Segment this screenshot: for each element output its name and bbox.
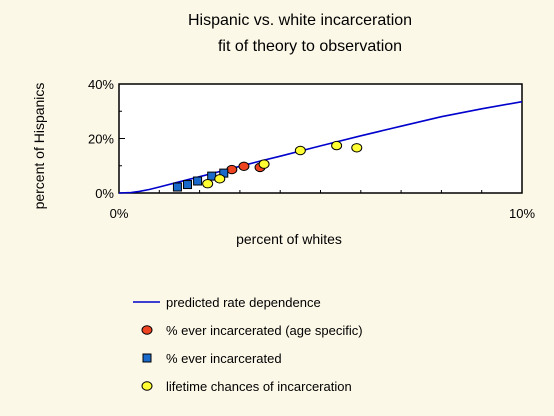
data-point-circle bbox=[238, 161, 250, 171]
x-tick-label: 0% bbox=[110, 206, 129, 221]
y-tick-label: 0% bbox=[95, 186, 114, 201]
y-tick-label: 20% bbox=[88, 132, 114, 147]
chart-title: Hispanic vs. white incarceration fit of … bbox=[188, 12, 412, 55]
data-point-circle bbox=[294, 145, 306, 156]
legend-circle-swatch bbox=[141, 381, 153, 391]
y-tick-label: 40% bbox=[88, 77, 114, 92]
plot-marks bbox=[118, 100, 523, 194]
legend-label: % ever incarcerated bbox=[166, 351, 282, 366]
x-tick-label: 10% bbox=[509, 206, 535, 221]
legend: predicted rate dependence % ever incarcer… bbox=[133, 295, 363, 394]
data-point-circle bbox=[331, 140, 343, 151]
data-point-circle bbox=[351, 143, 363, 153]
legend-item: lifetime chances of incarceration bbox=[141, 379, 352, 394]
legend-label: % ever incarcerated (age specific) bbox=[166, 323, 363, 338]
legend-item: predicted rate dependence bbox=[133, 295, 321, 310]
axis-tick-labels: 0% 10% 0% 20% 40% bbox=[88, 77, 535, 221]
plot-area bbox=[118, 83, 523, 194]
data-point-square bbox=[183, 180, 193, 190]
chart-title-line-2: fit of theory to observation bbox=[218, 38, 402, 55]
data-point-circle bbox=[202, 179, 214, 189]
data-point-circle bbox=[258, 159, 270, 169]
legend-item: % ever incarcerated bbox=[142, 351, 282, 366]
x-axis-label: percent of whites bbox=[236, 231, 342, 247]
data-point-circle bbox=[214, 174, 226, 184]
legend-label: predicted rate dependence bbox=[166, 295, 321, 310]
chart-title-line-1: Hispanic vs. white incarceration bbox=[188, 12, 412, 29]
y-axis-label: percent of Hispanics bbox=[31, 83, 47, 210]
data-point-square bbox=[172, 182, 182, 192]
data-point-square bbox=[193, 176, 203, 186]
legend-item: % ever incarcerated (age specific) bbox=[141, 323, 363, 338]
legend-circle-swatch bbox=[141, 325, 153, 335]
data-point-circle bbox=[226, 164, 238, 175]
legend-square-swatch bbox=[142, 353, 152, 363]
legend-label: lifetime chances of incarceration bbox=[166, 379, 352, 394]
